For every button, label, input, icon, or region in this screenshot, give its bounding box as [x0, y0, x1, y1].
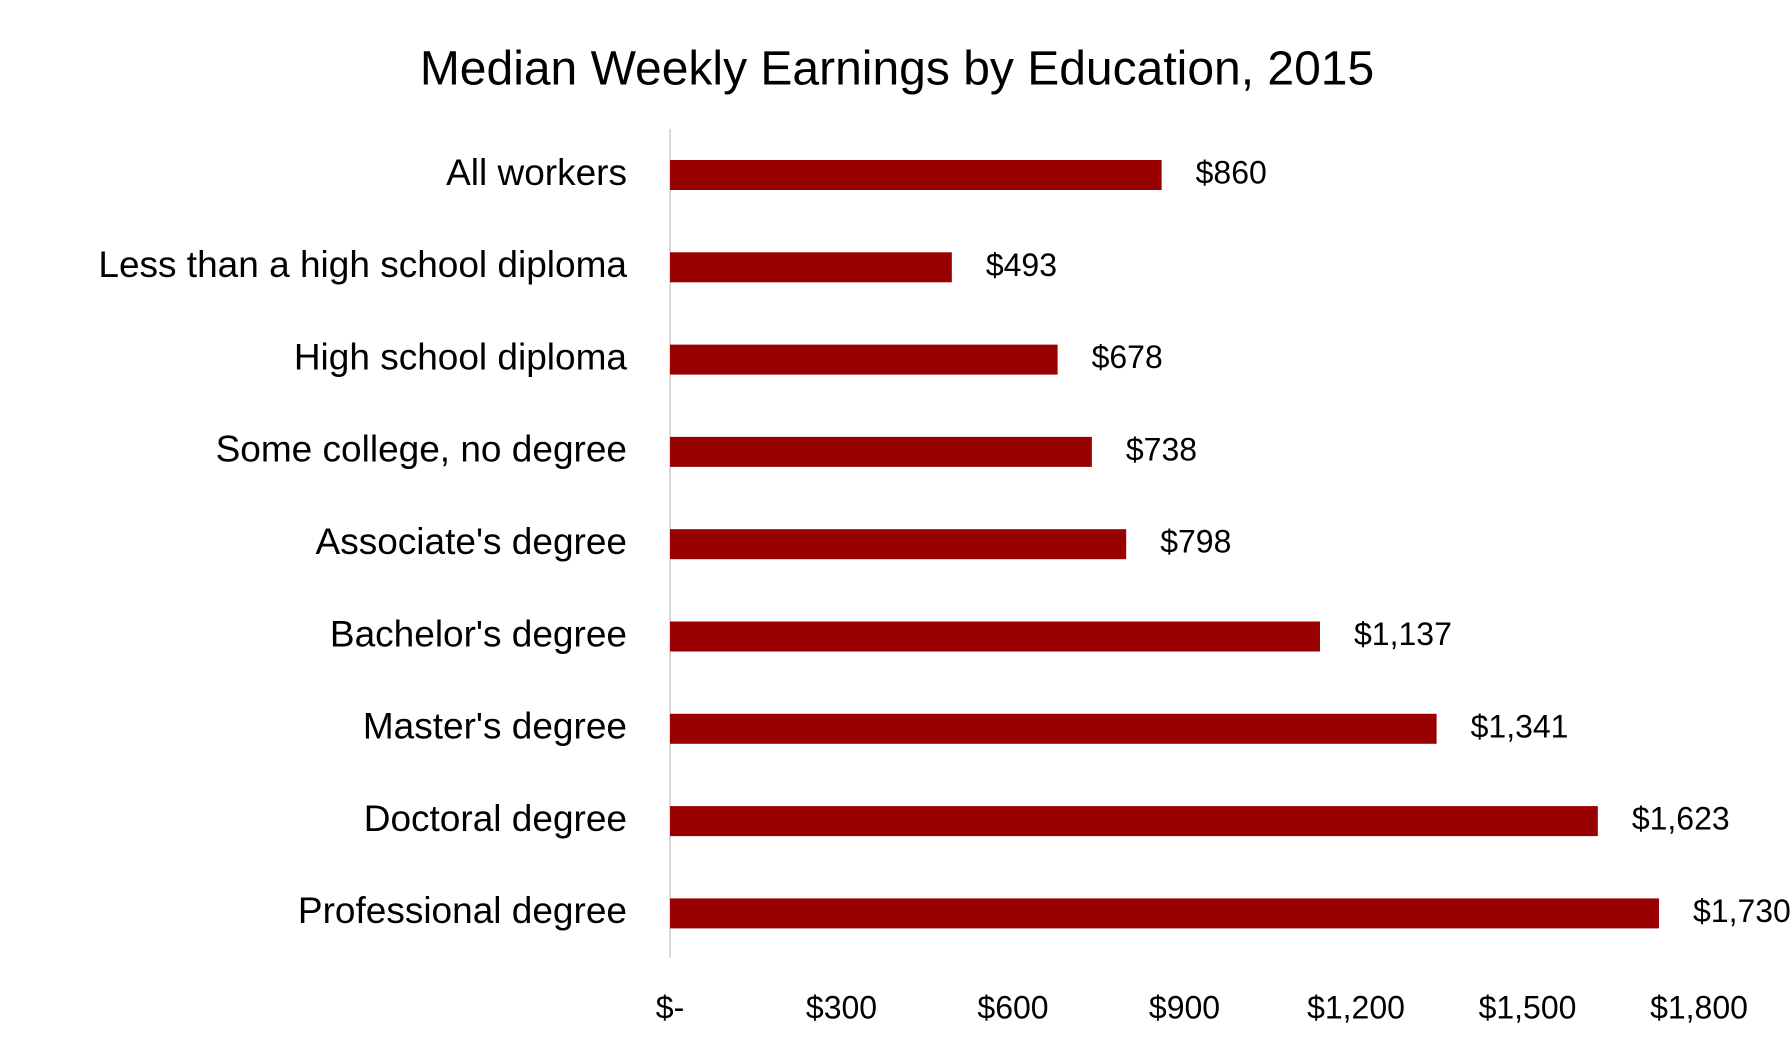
y-tick-label: Bachelor's degree	[330, 613, 627, 654]
bar	[670, 806, 1598, 837]
x-tick-label: $300	[806, 989, 877, 1025]
bar	[670, 898, 1659, 929]
bar	[670, 252, 952, 283]
y-tick-label: Professional degree	[298, 890, 627, 931]
value-label: $1,137	[1354, 616, 1452, 652]
x-tick-label: $1,200	[1307, 989, 1405, 1025]
bar	[670, 160, 1162, 190]
value-label: $1,730	[1693, 893, 1790, 929]
x-tick-label: $900	[1149, 989, 1220, 1025]
y-tick-label: High school diploma	[294, 336, 628, 377]
bar	[670, 529, 1127, 560]
value-label: $860	[1196, 154, 1267, 190]
x-tick-label: $600	[977, 989, 1048, 1025]
bar	[670, 436, 1092, 467]
y-tick-label: Some college, no degree	[216, 429, 627, 470]
bar	[670, 713, 1437, 744]
value-label: $1,623	[1632, 801, 1730, 837]
y-tick-label: Associate's degree	[316, 521, 627, 562]
value-label: $738	[1126, 431, 1197, 467]
bar	[670, 344, 1058, 375]
chart-title: Median Weekly Earnings by Education, 201…	[420, 43, 1374, 96]
value-label: $493	[986, 247, 1057, 283]
x-tick-label: $1,800	[1650, 989, 1748, 1025]
y-tick-label: Less than a high school diploma	[98, 244, 627, 285]
value-label: $798	[1160, 524, 1231, 560]
bar	[670, 621, 1320, 652]
y-tick-label: All workers	[446, 152, 627, 193]
x-tick-label: $-	[656, 989, 684, 1025]
y-tick-label: Doctoral degree	[364, 798, 627, 839]
value-label: $1,341	[1471, 708, 1569, 744]
x-tick-label: $1,500	[1479, 989, 1577, 1025]
y-tick-label: Master's degree	[363, 706, 627, 747]
value-label: $678	[1092, 339, 1163, 375]
